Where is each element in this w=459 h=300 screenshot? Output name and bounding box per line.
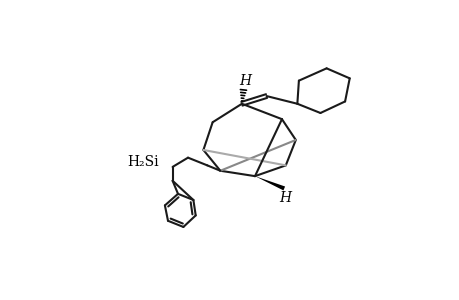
Text: H: H bbox=[238, 74, 251, 88]
Text: H: H bbox=[278, 191, 291, 205]
Polygon shape bbox=[254, 176, 285, 190]
Text: H₂Si: H₂Si bbox=[127, 154, 158, 169]
